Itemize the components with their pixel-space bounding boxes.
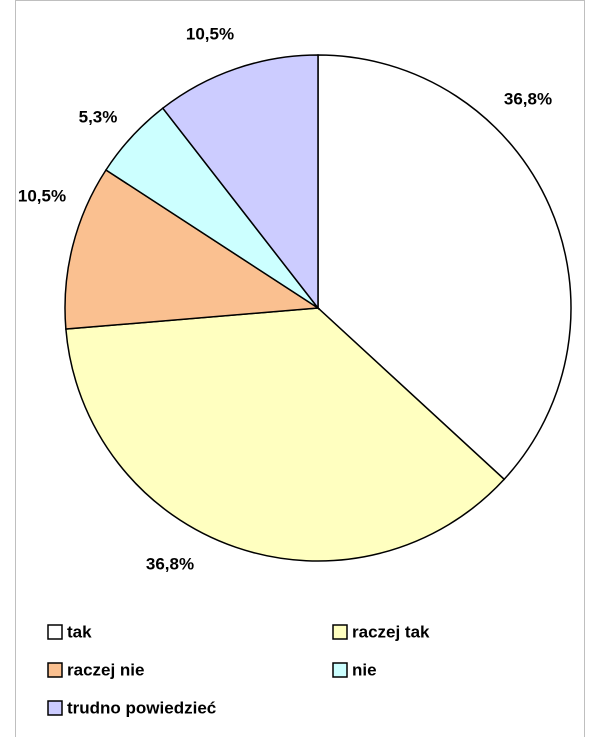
- legend-label: tak: [67, 622, 92, 641]
- chart-border: [15, 0, 585, 737]
- legend-swatch: [47, 700, 63, 716]
- legend-swatch: [332, 662, 348, 678]
- pie-slice: [317, 54, 572, 481]
- legend-label: trudno powiedzieć: [67, 698, 216, 717]
- legend-swatch: [332, 624, 348, 640]
- data-label: 10,5%: [186, 24, 234, 43]
- data-label: 10,5%: [18, 186, 66, 205]
- legend-label: nie: [352, 660, 377, 679]
- legend-swatch: [47, 662, 63, 678]
- pie-slice: [65, 307, 506, 562]
- data-label: 36,8%: [504, 89, 552, 108]
- legend-label: raczej nie: [67, 660, 145, 679]
- data-label: 36,8%: [146, 554, 194, 573]
- legend-label: raczej tak: [352, 622, 430, 641]
- data-label: 5,3%: [79, 107, 118, 126]
- pie-slice: [161, 54, 319, 311]
- legend-swatch: [47, 624, 63, 640]
- pie-slice: [64, 168, 321, 330]
